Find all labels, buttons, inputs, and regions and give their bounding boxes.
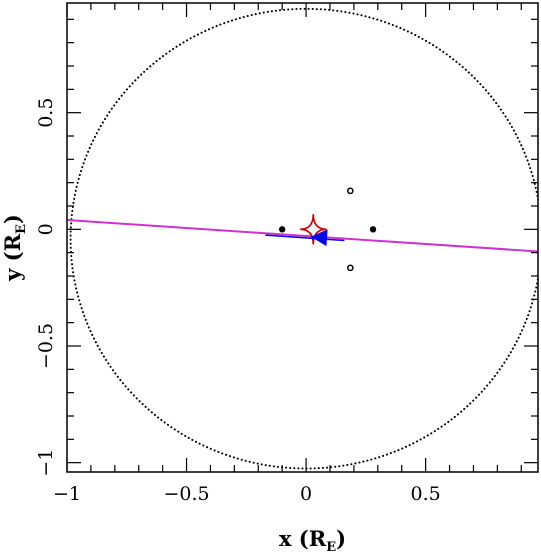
y-axis-label: y (RE) (0, 214, 29, 282)
y-tick-label: 0.5 (35, 98, 57, 128)
blue-arrow (310, 229, 328, 247)
x-tick-label: 0.5 (411, 483, 441, 505)
einstein-ring (69, 7, 538, 470)
y-tick-label: 0 (35, 223, 57, 235)
x-tick-label: 0 (300, 483, 312, 505)
blue-track (265, 234, 345, 242)
source-trajectory (67, 219, 538, 253)
chart-marks (67, 7, 538, 470)
axis-ticks (66, 3, 538, 472)
plot-frame (66, 2, 539, 473)
tick-labels: −1 −0.5 0 0.5 −1 −0.5 0 0.5 (35, 98, 441, 505)
x-tick-label: −1 (53, 483, 81, 505)
lens-filled-1 (369, 226, 377, 233)
x-axis-label: x (RE) (279, 526, 346, 555)
lens-open-1 (346, 264, 354, 272)
x-tick-label: −0.5 (163, 483, 209, 505)
y-tick-label: −0.5 (35, 323, 57, 369)
lens-open-0 (346, 187, 354, 195)
lens-filled-0 (278, 226, 286, 233)
y-tick-label: −1 (35, 449, 57, 477)
